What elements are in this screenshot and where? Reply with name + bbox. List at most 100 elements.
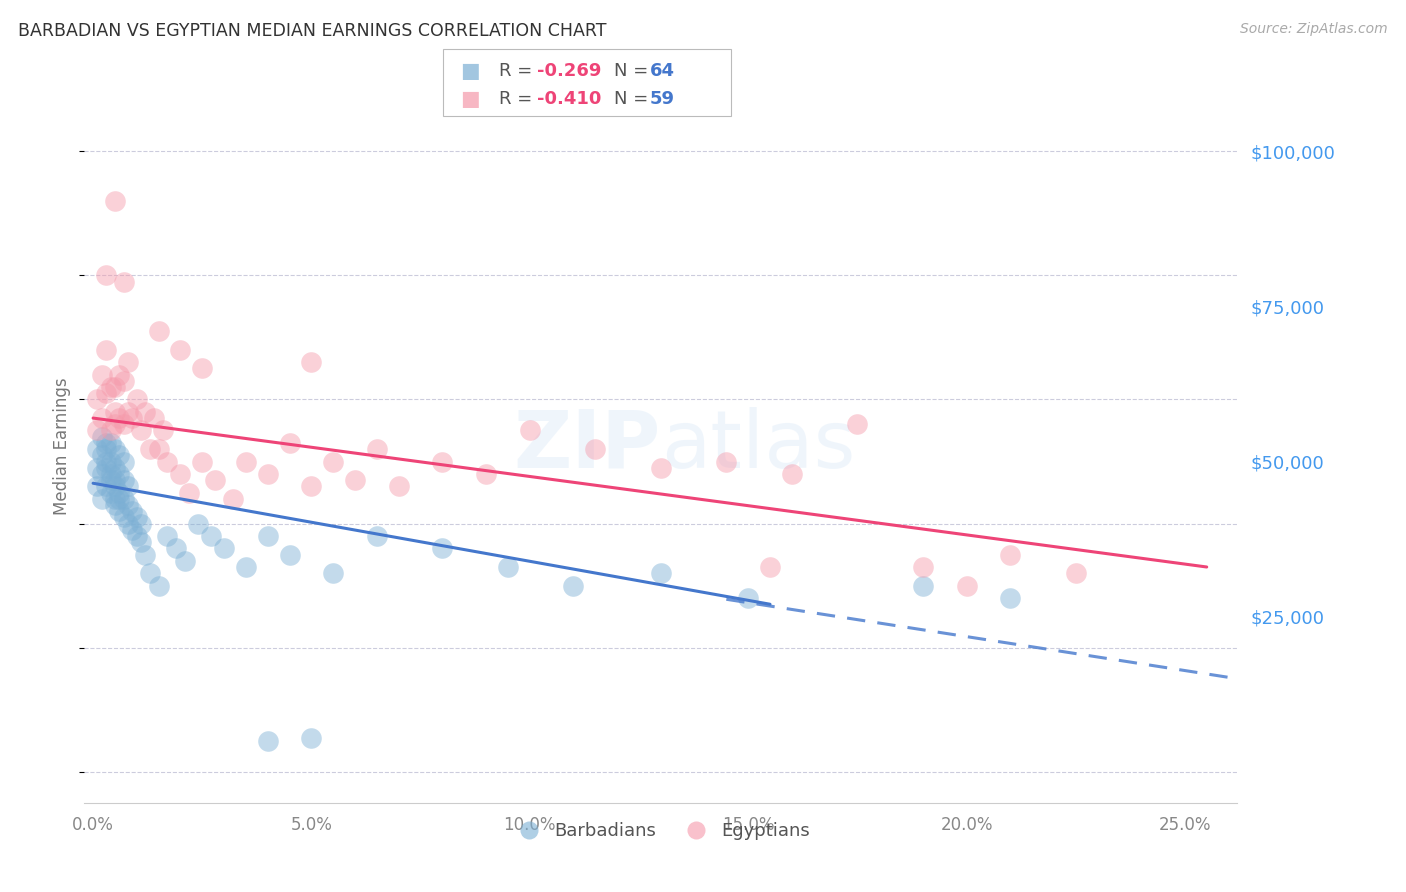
Point	[148, 579, 170, 593]
Point	[104, 460, 127, 475]
Legend: Barbadians, Egyptians: Barbadians, Egyptians	[505, 815, 817, 847]
Point	[759, 560, 782, 574]
Point	[187, 516, 209, 531]
Point	[496, 560, 519, 574]
Point	[1064, 566, 1087, 581]
Text: N =: N =	[614, 62, 654, 80]
Point	[112, 417, 135, 432]
Point	[125, 529, 148, 543]
Point	[143, 411, 166, 425]
Point	[432, 541, 454, 556]
Point	[583, 442, 606, 456]
Point	[278, 436, 301, 450]
Point	[108, 368, 131, 382]
Point	[100, 454, 122, 468]
Point	[204, 473, 226, 487]
Point	[121, 523, 143, 537]
Point	[148, 324, 170, 338]
Point	[169, 467, 191, 481]
Text: ■: ■	[460, 62, 479, 81]
Point	[256, 467, 278, 481]
Point	[90, 491, 112, 506]
Point	[179, 485, 201, 500]
Text: Source: ZipAtlas.com: Source: ZipAtlas.com	[1240, 22, 1388, 37]
Point	[104, 442, 127, 456]
Point	[96, 268, 118, 283]
Point	[104, 498, 127, 512]
Text: 64: 64	[650, 62, 675, 80]
Point	[112, 473, 135, 487]
Point	[156, 454, 179, 468]
Point	[117, 355, 139, 369]
Point	[200, 529, 222, 543]
Point	[108, 467, 131, 481]
Point	[90, 430, 112, 444]
Point	[96, 386, 118, 401]
Point	[108, 491, 131, 506]
Point	[117, 516, 139, 531]
Text: R =: R =	[499, 90, 538, 108]
Point	[212, 541, 235, 556]
Point	[256, 733, 278, 747]
Point	[90, 411, 112, 425]
Point	[173, 554, 195, 568]
Point	[104, 405, 127, 419]
Point	[108, 485, 131, 500]
Point	[100, 485, 122, 500]
Point	[129, 516, 152, 531]
Point	[112, 275, 135, 289]
Text: N =: N =	[614, 90, 654, 108]
Point	[121, 411, 143, 425]
Point	[96, 436, 118, 450]
Point	[108, 504, 131, 518]
Point	[86, 442, 108, 456]
Point	[650, 566, 672, 581]
Text: atlas: atlas	[661, 407, 855, 485]
Point	[86, 424, 108, 438]
Point	[125, 510, 148, 524]
Text: R =: R =	[499, 62, 538, 80]
Point	[322, 454, 344, 468]
Point	[112, 374, 135, 388]
Point	[108, 448, 131, 462]
Point	[650, 460, 672, 475]
Point	[139, 442, 162, 456]
Point	[104, 194, 127, 208]
Point	[86, 479, 108, 493]
Point	[104, 380, 127, 394]
Point	[148, 442, 170, 456]
Point	[366, 529, 388, 543]
Point	[90, 467, 112, 481]
Text: ZIP: ZIP	[513, 407, 661, 485]
Point	[134, 405, 156, 419]
Point	[301, 479, 323, 493]
Point	[301, 355, 323, 369]
Point	[104, 479, 127, 493]
Point	[125, 392, 148, 407]
Point	[169, 343, 191, 357]
Text: ■: ■	[460, 89, 479, 109]
Point	[156, 529, 179, 543]
Point	[129, 424, 152, 438]
Point	[100, 473, 122, 487]
Point	[388, 479, 411, 493]
Point	[256, 529, 278, 543]
Point	[108, 411, 131, 425]
Point	[104, 417, 127, 432]
Point	[366, 442, 388, 456]
Point	[96, 460, 118, 475]
Point	[121, 504, 143, 518]
Point	[86, 392, 108, 407]
Point	[432, 454, 454, 468]
Point	[911, 579, 934, 593]
Point	[475, 467, 498, 481]
Point	[104, 473, 127, 487]
Point	[911, 560, 934, 574]
Point	[100, 436, 122, 450]
Text: -0.410: -0.410	[537, 90, 602, 108]
Point	[139, 566, 162, 581]
Point	[112, 510, 135, 524]
Point	[117, 498, 139, 512]
Point	[344, 473, 367, 487]
Point	[152, 424, 174, 438]
